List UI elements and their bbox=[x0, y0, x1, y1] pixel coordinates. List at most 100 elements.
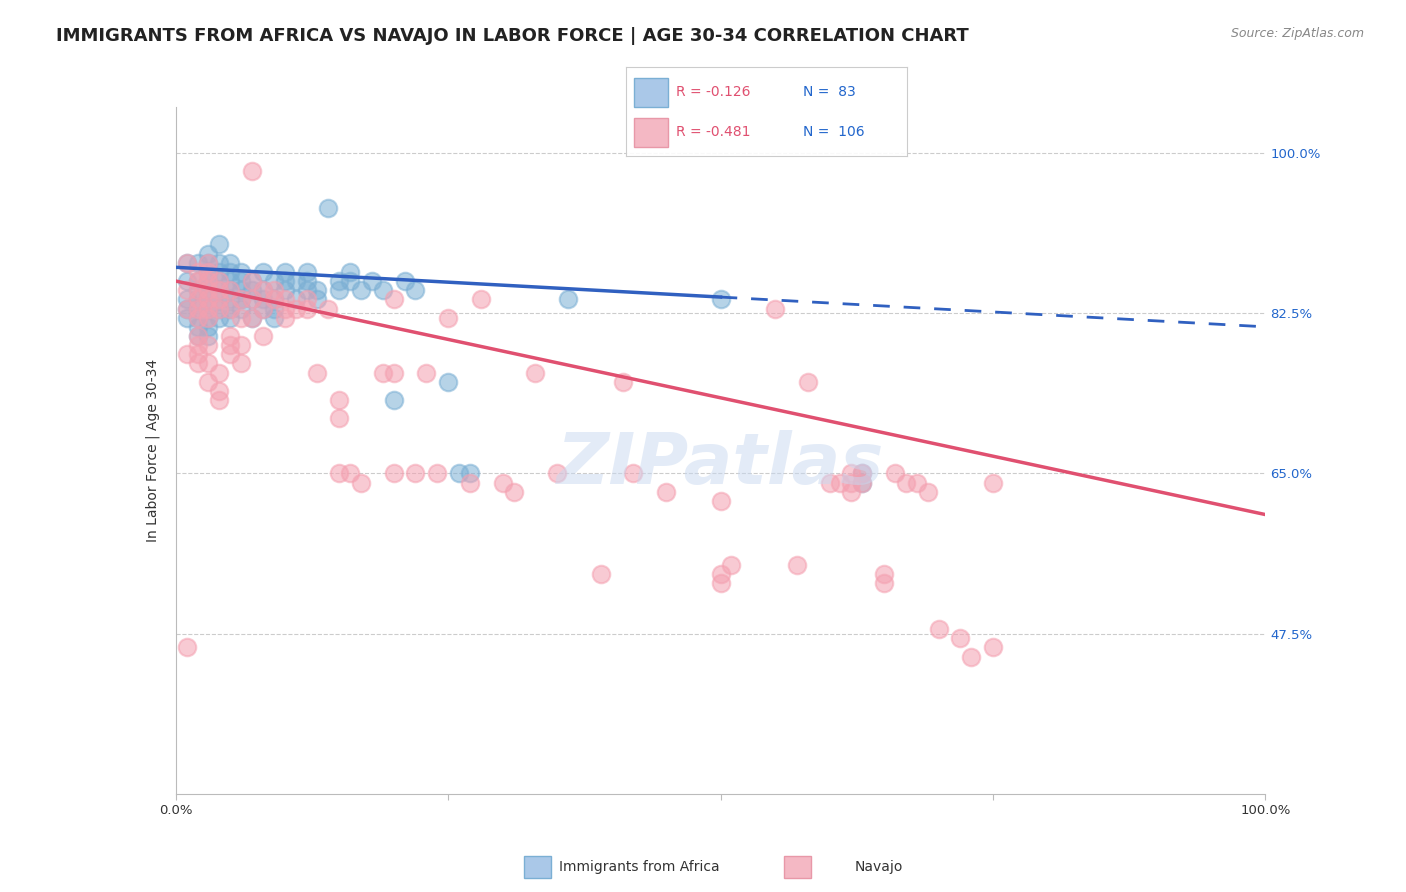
Point bbox=[208, 301, 231, 316]
Point bbox=[981, 640, 1004, 655]
Point bbox=[786, 558, 808, 572]
Text: Navajo: Navajo bbox=[855, 860, 903, 874]
Point bbox=[208, 265, 231, 279]
Point bbox=[176, 347, 198, 361]
Y-axis label: In Labor Force | Age 30-34: In Labor Force | Age 30-34 bbox=[145, 359, 160, 542]
Point bbox=[274, 293, 297, 307]
Point bbox=[186, 301, 209, 316]
Point bbox=[437, 375, 460, 389]
Point bbox=[307, 283, 329, 297]
Point bbox=[851, 475, 873, 490]
Point bbox=[231, 301, 253, 316]
Point bbox=[426, 467, 449, 481]
Point bbox=[176, 274, 198, 288]
Point bbox=[884, 467, 907, 481]
Point bbox=[208, 274, 231, 288]
Point bbox=[252, 283, 274, 297]
Text: R = -0.481: R = -0.481 bbox=[676, 125, 751, 139]
Point bbox=[873, 567, 896, 582]
Point bbox=[208, 237, 231, 252]
Point bbox=[284, 301, 307, 316]
FancyBboxPatch shape bbox=[785, 855, 811, 879]
Point bbox=[219, 338, 242, 352]
Point bbox=[186, 356, 209, 370]
Point bbox=[231, 283, 253, 297]
Point bbox=[415, 366, 437, 380]
Point bbox=[621, 467, 644, 481]
Point bbox=[186, 293, 209, 307]
Point bbox=[176, 301, 198, 316]
Point bbox=[176, 256, 198, 270]
Point bbox=[655, 484, 678, 499]
Point bbox=[263, 283, 285, 297]
Point bbox=[219, 283, 242, 297]
Point bbox=[197, 274, 219, 288]
Point bbox=[284, 293, 307, 307]
Point bbox=[382, 393, 405, 408]
Point bbox=[197, 310, 219, 325]
Point bbox=[841, 467, 863, 481]
Point bbox=[208, 301, 231, 316]
Point bbox=[458, 475, 481, 490]
Point bbox=[176, 283, 198, 297]
Point bbox=[197, 256, 219, 270]
Point bbox=[502, 484, 524, 499]
Point bbox=[830, 475, 852, 490]
Point bbox=[360, 274, 382, 288]
Point bbox=[186, 310, 209, 325]
Point bbox=[219, 301, 242, 316]
Point bbox=[231, 293, 253, 307]
Point bbox=[252, 265, 274, 279]
Point bbox=[197, 319, 219, 334]
Point bbox=[894, 475, 917, 490]
Point bbox=[231, 338, 253, 352]
Point bbox=[240, 310, 263, 325]
Point bbox=[186, 319, 209, 334]
Point bbox=[176, 310, 198, 325]
Point bbox=[339, 265, 361, 279]
Point bbox=[295, 283, 318, 297]
Point bbox=[350, 475, 373, 490]
Point bbox=[371, 366, 394, 380]
Point bbox=[284, 274, 307, 288]
Point bbox=[240, 274, 263, 288]
Point bbox=[231, 310, 253, 325]
Point bbox=[197, 338, 219, 352]
Point bbox=[231, 274, 253, 288]
Point bbox=[274, 310, 297, 325]
Point bbox=[186, 283, 209, 297]
Point bbox=[546, 467, 568, 481]
Point bbox=[851, 467, 873, 481]
Point bbox=[263, 293, 285, 307]
Point bbox=[197, 274, 219, 288]
Point bbox=[328, 283, 350, 297]
Text: IMMIGRANTS FROM AFRICA VS NAVAJO IN LABOR FORCE | AGE 30-34 CORRELATION CHART: IMMIGRANTS FROM AFRICA VS NAVAJO IN LABO… bbox=[56, 27, 969, 45]
Point bbox=[841, 475, 863, 490]
Point bbox=[818, 475, 841, 490]
Point bbox=[219, 329, 242, 343]
Point bbox=[274, 274, 297, 288]
Point bbox=[492, 475, 515, 490]
Point bbox=[231, 293, 253, 307]
Point bbox=[186, 301, 209, 316]
Point bbox=[928, 622, 950, 636]
Point bbox=[917, 484, 939, 499]
Point bbox=[949, 631, 972, 645]
FancyBboxPatch shape bbox=[634, 118, 668, 147]
Point bbox=[328, 393, 350, 408]
Point bbox=[219, 301, 242, 316]
Point bbox=[186, 274, 209, 288]
Point bbox=[295, 265, 318, 279]
Point bbox=[219, 293, 242, 307]
Point bbox=[197, 301, 219, 316]
Point bbox=[219, 265, 242, 279]
Point bbox=[240, 274, 263, 288]
Point bbox=[841, 484, 863, 499]
Point bbox=[524, 366, 547, 380]
Point bbox=[263, 310, 285, 325]
Point bbox=[197, 356, 219, 370]
Point bbox=[208, 283, 231, 297]
Point bbox=[274, 283, 297, 297]
Point bbox=[176, 640, 198, 655]
Point bbox=[208, 274, 231, 288]
